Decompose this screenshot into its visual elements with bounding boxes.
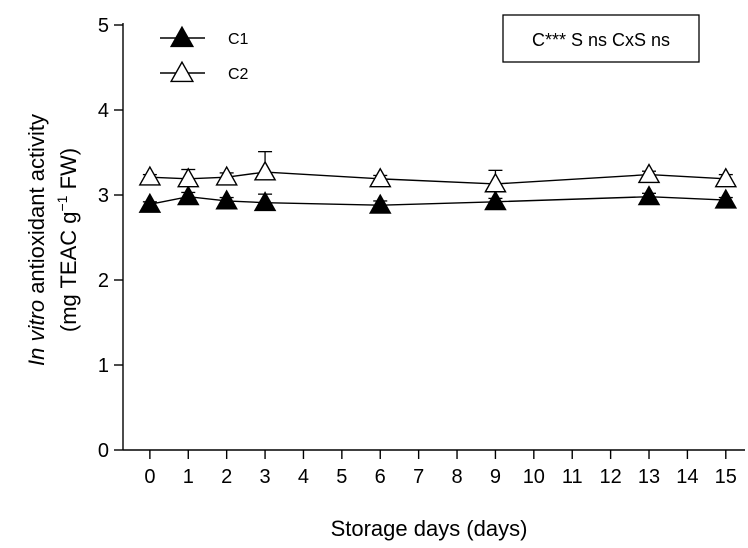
legend-marker-c2 (169, 60, 195, 83)
data-point-c1 (215, 189, 238, 210)
data-point-c1 (253, 191, 277, 212)
x-tick-label: 9 (490, 466, 501, 488)
x-tick-label: 5 (336, 466, 347, 488)
x-tick-label: 1 (183, 466, 194, 488)
y-tick-label: 5 (98, 15, 109, 37)
data-point-c1 (484, 190, 507, 211)
y-tick-label: 4 (98, 100, 109, 122)
y-axis-title-rest: antioxidant activity (24, 114, 49, 300)
x-tick-label: 4 (298, 466, 309, 488)
data-point-c1 (637, 185, 661, 206)
x-tick-label: 3 (259, 466, 270, 488)
x-tick-label: 0 (144, 466, 155, 488)
x-tick-label: 12 (599, 466, 621, 488)
data-point-c2 (138, 165, 162, 186)
data-point-c2 (368, 167, 392, 188)
x-tick-label: 8 (451, 466, 462, 488)
y-axis-title-unit-pre: (mg TEAC g (56, 212, 81, 333)
data-point-c1 (176, 185, 200, 206)
legend-label-c1: C1 (228, 31, 249, 48)
y-axis-title-italic: In vitro (24, 300, 49, 366)
x-tick-label: 7 (413, 466, 424, 488)
y-tick-label: 3 (98, 185, 109, 207)
legend-label-c2: C2 (228, 66, 249, 83)
x-axis-title: Storage days (days) (331, 516, 528, 541)
stats-annotation-text: C*** S ns CxS ns (532, 30, 670, 50)
y-axis-title-unit-sup: −1 (54, 195, 70, 211)
x-tick-label: 14 (676, 466, 698, 488)
data-point-c1 (138, 192, 162, 213)
x-tick-label: 15 (715, 466, 737, 488)
legend: C1 C2 (160, 25, 249, 83)
data-point-c1 (368, 193, 392, 214)
y-axis-title-line1: In vitro antioxidant activity (24, 114, 49, 366)
x-tick-label: 2 (221, 466, 232, 488)
series-line-c2 (149, 171, 726, 185)
data-point-c2 (176, 167, 200, 188)
y-tick-label: 1 (98, 355, 109, 377)
data-point-c2 (484, 172, 507, 193)
data-point-c2 (637, 163, 661, 184)
data-point-c1 (714, 188, 738, 209)
series-lines (149, 171, 726, 206)
y-axis-title-line2: (mg TEAC g−1 FW) (54, 148, 81, 332)
data-point-c2 (714, 167, 738, 188)
data-point-c2 (215, 165, 238, 186)
x-tick-label: 6 (375, 466, 386, 488)
x-tick-label: 10 (523, 466, 545, 488)
x-tick-label: 13 (638, 466, 660, 488)
data-point-c2 (253, 160, 277, 181)
y-tick-label: 0 (98, 440, 109, 462)
stats-annotation-box (502, 14, 700, 63)
legend-marker-c1 (169, 25, 195, 48)
data-markers (138, 160, 738, 214)
x-tick-label: 11 (562, 466, 583, 488)
y-tick-label: 2 (98, 270, 109, 292)
y-axis-title-unit-post: FW) (56, 148, 81, 196)
